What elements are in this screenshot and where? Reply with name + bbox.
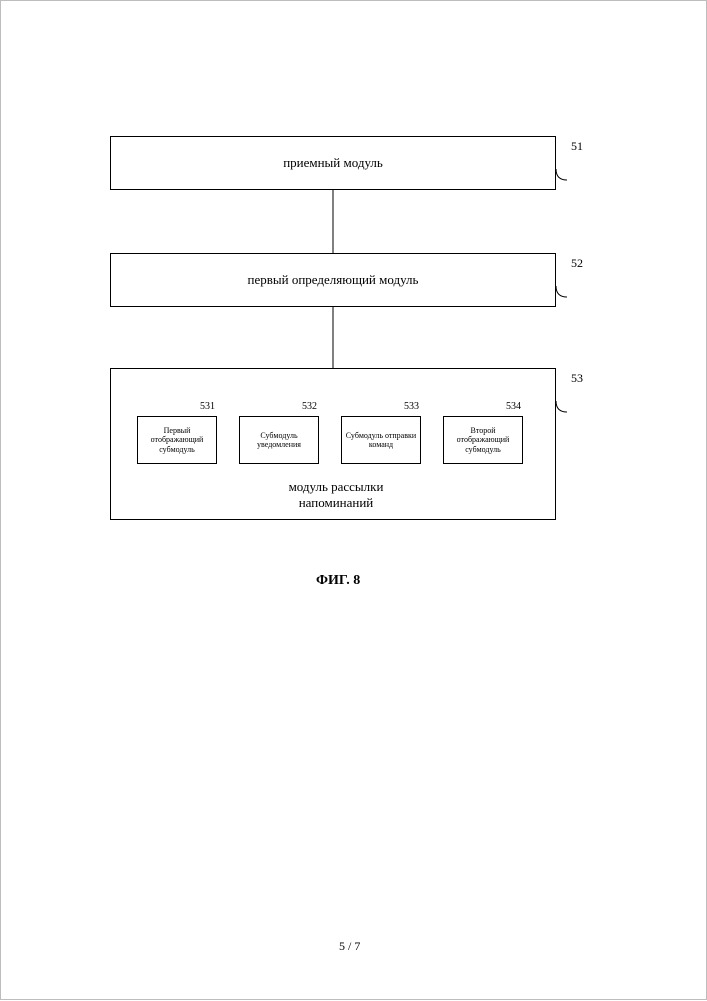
module-53-text: модуль рассылки напоминаний <box>261 479 411 512</box>
page: приемный модуль 51 первый определяющий м… <box>0 0 707 1000</box>
ref-534: 534 <box>506 401 521 412</box>
module-52-box: первый определяющий модуль <box>110 253 556 307</box>
submodule-531-box: Первый отображающий субмодуль <box>137 416 217 464</box>
ref-533: 533 <box>404 401 419 412</box>
submodule-533-box: Субмодуль отправки команд <box>341 416 421 464</box>
submodule-533-text: Субмодуль отправки команд <box>342 431 420 449</box>
ref-51: 51 <box>571 139 583 154</box>
submodule-532-box: Субмодуль уведомления <box>239 416 319 464</box>
submodule-532-text: Субмодуль уведомления <box>240 431 318 449</box>
submodule-531-text: Первый отображающий субмодуль <box>138 426 216 454</box>
module-51-text: приемный модуль <box>283 155 383 171</box>
module-52-text: первый определяющий модуль <box>248 272 419 288</box>
ref-531: 531 <box>200 401 215 412</box>
submodule-534-box: Второй отображающий субмодуль <box>443 416 523 464</box>
submodule-534-text: Второй отображающий субмодуль <box>444 426 522 454</box>
ref-53: 53 <box>571 371 583 386</box>
page-number: 5 / 7 <box>339 939 360 954</box>
ref-532: 532 <box>302 401 317 412</box>
module-51-box: приемный модуль <box>110 136 556 190</box>
ref-52: 52 <box>571 256 583 271</box>
figure-caption: ФИГ. 8 <box>316 573 360 589</box>
